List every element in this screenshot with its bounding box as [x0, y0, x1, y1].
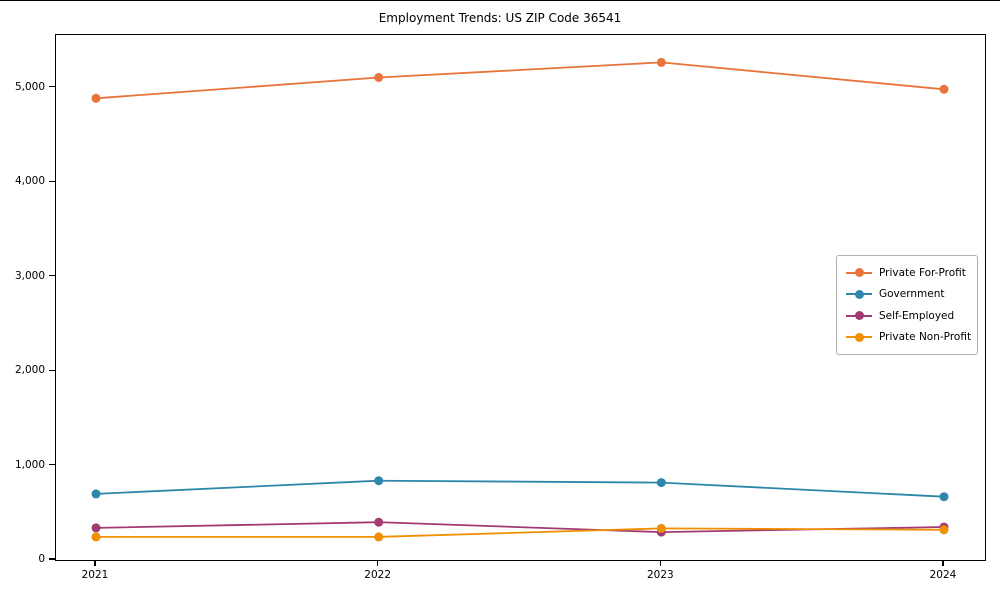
x-tick-label: 2022	[364, 569, 392, 581]
window-top-edge	[0, 0, 1000, 1]
data-point	[374, 476, 384, 486]
y-tick-mark	[49, 275, 55, 277]
y-tick-label: 1,000	[14, 458, 45, 471]
plot-area	[55, 34, 986, 561]
data-point	[91, 489, 101, 499]
y-tick-mark	[49, 86, 55, 88]
legend-label: Private For-Profit	[879, 266, 966, 279]
y-tick-mark	[49, 180, 55, 182]
data-point	[656, 57, 666, 67]
x-tick-mark	[377, 560, 379, 566]
data-point	[939, 84, 949, 94]
legend-marker-icon	[846, 332, 872, 342]
x-tick-label: 2023	[646, 569, 674, 581]
data-point	[374, 73, 384, 82]
x-tick-label: 2024	[929, 569, 957, 581]
legend-item-1: Government	[846, 284, 969, 306]
legend-item-0: Private For-Profit	[846, 262, 969, 284]
line-series-3	[96, 527, 945, 538]
line-series-0	[95, 61, 945, 100]
data-point	[91, 93, 101, 103]
data-point	[374, 532, 384, 542]
line-series-1	[95, 479, 945, 498]
data-point	[91, 532, 101, 542]
y-tick-mark	[49, 558, 55, 560]
x-tick-label: 2021	[81, 569, 109, 581]
y-tick-mark	[49, 369, 55, 371]
legend-label: Government	[879, 288, 945, 301]
data-point	[939, 492, 949, 502]
data-point	[656, 523, 666, 533]
legend: Private For-Profit Government Self-Employe…	[836, 255, 978, 355]
data-point	[374, 517, 384, 527]
legend-item-3: Private Non-Profit	[846, 327, 972, 349]
legend-marker-icon	[846, 289, 872, 299]
x-tick-mark	[942, 560, 944, 566]
legend-marker-icon	[846, 268, 872, 278]
y-tick-label: 4,000	[14, 175, 45, 188]
y-tick-mark	[49, 463, 55, 466]
data-point	[91, 523, 101, 533]
y-tick-label: 3,000	[14, 269, 45, 282]
legend-label: Self-Employed	[879, 309, 955, 322]
legend-item-2: Self-Employed	[846, 305, 969, 327]
line-plot	[91, 57, 949, 542]
y-tick-label: 5,000	[14, 80, 45, 93]
x-tick-mark	[94, 560, 96, 566]
data-point	[939, 525, 949, 535]
legend-marker-icon	[846, 311, 872, 321]
y-tick-label: 0	[38, 553, 45, 565]
line-series-2	[95, 521, 945, 534]
y-tick-label: 2,000	[14, 364, 45, 377]
chart-title: Employment Trends: US ZIP Code 36541	[378, 11, 622, 25]
legend-label: Private Non-Profit	[879, 331, 972, 344]
x-tick-mark	[659, 560, 661, 566]
data-point	[656, 478, 666, 488]
